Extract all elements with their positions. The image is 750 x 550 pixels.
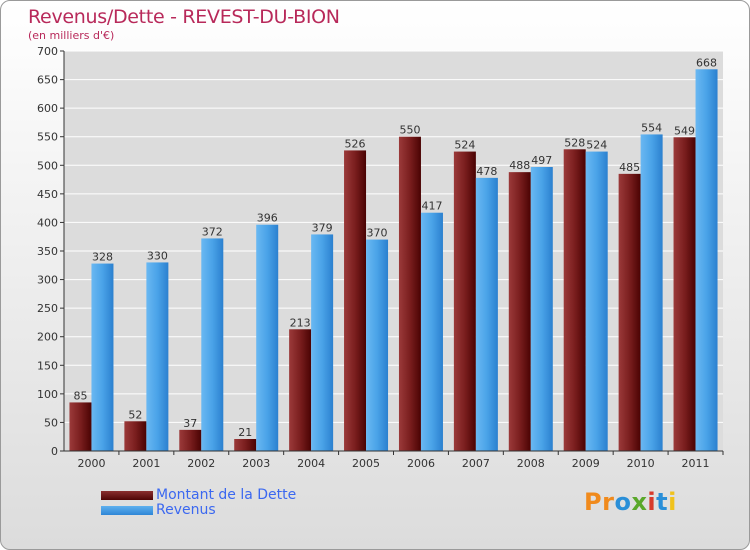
y-tick-label: 200 (37, 331, 58, 344)
bar-revenus (585, 151, 608, 452)
bar-dette (69, 402, 92, 451)
data-label-dette: 528 (564, 136, 585, 149)
logo-letter: x (631, 488, 648, 516)
legend-swatch-dette (101, 491, 153, 500)
bar-revenus (256, 224, 279, 451)
data-label-revenus: 396 (257, 212, 278, 225)
y-tick-label: 500 (37, 159, 58, 172)
x-tick-label: 2010 (627, 457, 655, 470)
data-label-dette: 85 (73, 389, 87, 402)
legend-swatch-revenus (101, 506, 153, 515)
logo-letter: o (614, 488, 632, 516)
data-label-revenus: 372 (202, 225, 223, 238)
y-tick-label: 400 (37, 216, 58, 229)
y-tick-label: 450 (37, 188, 58, 201)
data-label-dette: 52 (128, 408, 142, 421)
legend-label-dette: Montant de la Dette (156, 487, 297, 503)
y-tick-label: 350 (37, 245, 58, 258)
logo-letter: i (647, 488, 657, 516)
x-tick-label: 2001 (132, 457, 160, 470)
chart-title: Revenus/Dette - REVEST-DU-BION (28, 6, 340, 28)
data-label-revenus: 497 (531, 154, 552, 167)
data-label-dette: 550 (399, 124, 420, 137)
bar-revenus (201, 238, 224, 451)
y-tick-label: 150 (37, 359, 58, 372)
bar-revenus (420, 212, 443, 451)
bar-dette (289, 329, 312, 451)
bar-revenus (475, 177, 498, 451)
y-tick-label: 100 (37, 388, 58, 401)
data-label-revenus: 554 (641, 121, 662, 134)
data-label-revenus: 328 (92, 251, 113, 264)
data-label-revenus: 524 (586, 139, 607, 152)
data-label-revenus: 668 (696, 56, 717, 69)
data-label-dette: 524 (454, 139, 475, 152)
bar-dette (563, 149, 586, 452)
bar-dette (453, 151, 476, 452)
data-label-revenus: 478 (476, 165, 497, 178)
x-tick-label: 2000 (77, 457, 105, 470)
x-tick-label: 2005 (352, 457, 380, 470)
data-label-dette: 485 (619, 161, 640, 174)
x-tick-label: 2008 (517, 457, 545, 470)
y-tick-label: 0 (51, 445, 58, 458)
data-label-revenus: 379 (312, 221, 333, 234)
data-label-revenus: 330 (147, 249, 168, 262)
bar-dette (618, 173, 641, 451)
bar-dette (344, 150, 367, 451)
bar-revenus (146, 262, 169, 451)
bar-dette (234, 439, 257, 451)
proxiti-logo: Proxiti (584, 488, 677, 516)
data-label-dette: 488 (509, 159, 530, 172)
bar-dette (673, 137, 696, 452)
bar-revenus (640, 134, 663, 451)
x-tick-label: 2006 (407, 457, 435, 470)
data-label-revenus: 417 (421, 200, 442, 213)
bar-revenus (311, 234, 334, 451)
x-tick-label: 2011 (682, 457, 710, 470)
data-label-revenus: 370 (367, 227, 388, 240)
y-tick-label: 600 (37, 102, 58, 115)
bar-revenus (366, 239, 389, 451)
bar-revenus (91, 263, 114, 451)
x-tick-label: 2009 (572, 457, 600, 470)
data-label-dette: 21 (238, 426, 252, 439)
y-tick-label: 700 (37, 45, 58, 58)
y-tick-label: 300 (37, 274, 58, 287)
logo-letter: t (656, 488, 669, 516)
logo-letter: P (584, 488, 603, 516)
x-tick-label: 2004 (297, 457, 325, 470)
data-label-dette: 37 (183, 417, 197, 430)
legend-label-revenus: Revenus (156, 502, 216, 518)
x-tick-label: 2003 (242, 457, 270, 470)
bar-dette (508, 172, 531, 451)
data-label-dette: 526 (345, 137, 366, 150)
y-tick-label: 550 (37, 131, 58, 144)
y-tick-label: 250 (37, 302, 58, 315)
logo-letter: i (668, 488, 677, 516)
data-label-dette: 549 (674, 124, 695, 137)
x-tick-label: 2007 (462, 457, 490, 470)
bar-dette (398, 136, 421, 451)
bar-revenus (695, 69, 718, 452)
chart-subtitle: (en milliers d'€) (28, 29, 115, 42)
logo-letter: r (602, 488, 615, 516)
y-tick-label: 50 (44, 416, 58, 429)
data-label-dette: 213 (290, 316, 311, 329)
y-tick-label: 650 (37, 74, 58, 87)
x-tick-label: 2002 (187, 457, 215, 470)
bar-dette (179, 429, 202, 451)
bar-dette (124, 421, 147, 451)
bar-revenus (530, 167, 553, 451)
